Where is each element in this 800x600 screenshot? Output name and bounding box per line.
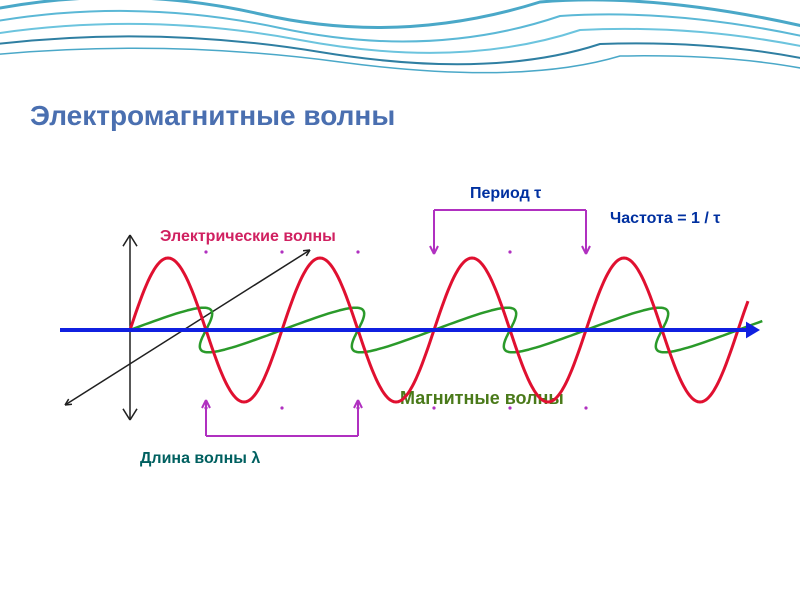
- magnetic-wave-curve: [130, 308, 762, 353]
- electric-wave-curve: [130, 258, 748, 402]
- wavelength-label: Длина волны λ: [140, 450, 260, 468]
- period-label: Период τ: [470, 185, 541, 203]
- em-wave-diagram: [0, 0, 800, 600]
- header-waves: [0, 0, 800, 90]
- magnetic-wave-label: Магнитные волны: [400, 388, 564, 409]
- electric-wave-label: Электрические волны: [160, 228, 336, 246]
- frequency-label: Частота = 1 / τ: [610, 210, 720, 228]
- page-title: Электромагнитные волны: [30, 100, 395, 132]
